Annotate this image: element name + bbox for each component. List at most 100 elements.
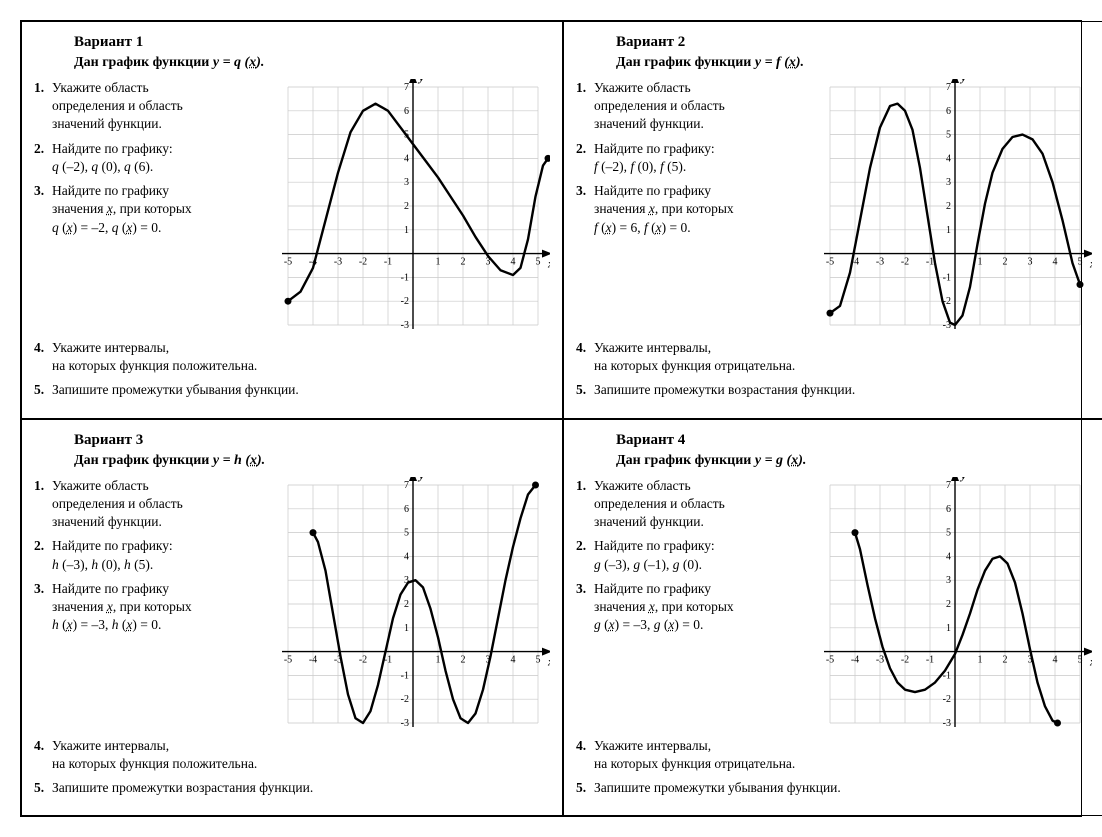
svg-text:-3: -3 [401,718,409,729]
question-number: 4. [576,339,594,375]
svg-text:5: 5 [404,527,409,538]
question-number: 1. [34,477,52,532]
chart-svg: -5-4-3-2-112345-3-2-11234567xy [812,79,1092,339]
question-number: 2. [576,140,594,176]
svg-text:4: 4 [1053,257,1058,268]
svg-text:-5: -5 [284,257,292,268]
svg-text:3: 3 [404,177,409,188]
svg-text:6: 6 [946,106,951,117]
question-text: Укажите областьопределения и областьзнач… [52,477,264,532]
question-text: Укажите областьопределения и областьзнач… [594,79,806,134]
svg-text:-3: -3 [401,320,409,331]
svg-text:-5: -5 [284,654,292,665]
chart-svg: -5-4-3-2-112345-3-2-11234567xy [812,477,1092,737]
question-row: 1.Укажите областьопределения и областьзн… [34,79,264,134]
question-number: 3. [576,580,594,635]
svg-text:x: x [547,654,550,668]
svg-text:-1: -1 [401,670,409,681]
svg-text:1: 1 [978,654,983,665]
svg-text:1: 1 [978,257,983,268]
question-number: 2. [34,537,52,573]
question-row: 5.Запишите промежутки возрастания функци… [34,779,550,797]
question-text: Найдите по графикузначения x, при которы… [594,580,806,635]
question-number: 3. [576,182,594,237]
svg-text:2: 2 [946,599,951,610]
question-number: 4. [34,339,52,375]
svg-text:7: 7 [404,82,409,93]
svg-text:2: 2 [404,599,409,610]
question-text: Найдите по графику:f (–2), f (0), f (5). [594,140,806,176]
svg-text:4: 4 [511,654,516,665]
variant-title: Вариант 3 [74,432,550,449]
svg-text:4: 4 [1053,654,1058,665]
svg-text:4: 4 [946,153,951,164]
svg-text:-2: -2 [901,654,909,665]
question-number: 1. [34,79,52,134]
question-number: 1. [576,79,594,134]
variant-subtitle: Дан график функции y = g (x). [616,453,1092,469]
variant-subtitle: Дан график функции y = q (x). [74,55,550,71]
svg-text:-2: -2 [359,257,367,268]
svg-text:5: 5 [536,257,541,268]
questions-below: 4.Укажите интервалы,на которых функция о… [576,339,1092,400]
svg-text:-2: -2 [401,694,409,705]
svg-text:4: 4 [946,551,951,562]
svg-text:1: 1 [436,654,441,665]
svg-text:1: 1 [946,225,951,236]
svg-text:-1: -1 [926,257,934,268]
questions-below: 4.Укажите интервалы,на которых функция о… [576,737,1092,798]
question-column: 1.Укажите областьопределения и областьзн… [576,79,812,339]
svg-text:3: 3 [946,575,951,586]
question-number: 4. [34,737,52,773]
svg-text:1: 1 [946,622,951,633]
question-number: 3. [34,580,52,635]
chart-column: -5-4-3-2-112345-3-2-11234567xy [270,79,550,339]
question-text: Укажите областьопределения и областьзнач… [594,477,806,532]
question-row: 1.Укажите областьопределения и областьзн… [576,79,806,134]
question-number: 2. [576,537,594,573]
chart-column: -5-4-3-2-112345-3-2-11234567xy [270,477,550,737]
svg-text:-4: -4 [851,654,859,665]
question-text: Найдите по графику:g (–3), g (–1), g (0)… [594,537,806,573]
question-text: Запишите промежутки убывания функции. [594,779,1092,797]
questions-below: 4.Укажите интервалы,на которых функция п… [34,339,550,400]
svg-text:6: 6 [946,503,951,514]
question-row: 2.Найдите по графику:g (–3), g (–1), g (… [576,537,806,573]
variant-cell-1: Вариант 1 Дан график функции y = q (x). 1.… [21,21,563,419]
variant-title: Вариант 1 [74,34,550,51]
svg-text:x: x [1089,654,1092,668]
variant-subtitle: Дан график функции y = h (x). [74,453,550,469]
svg-text:-5: -5 [826,654,834,665]
svg-text:2: 2 [1003,257,1008,268]
svg-text:4: 4 [404,551,409,562]
svg-text:x: x [547,257,550,271]
svg-text:-1: -1 [384,257,392,268]
question-row: 2.Найдите по графику:h (–3), h (0), h (5… [34,537,264,573]
question-text: Укажите интервалы,на которых функция отр… [594,737,1092,773]
chart-svg: -5-4-3-2-112345-3-2-11234567xy [270,477,550,737]
question-number: 2. [34,140,52,176]
question-number: 5. [34,779,52,797]
svg-text:2: 2 [1003,654,1008,665]
svg-text:1: 1 [404,622,409,633]
question-text: Найдите по графику:h (–3), h (0), h (5). [52,537,264,573]
svg-text:5: 5 [946,130,951,141]
variant-cell-4: Вариант 4Дан график функции y = g (x).1.… [563,419,1102,817]
question-number: 4. [576,737,594,773]
svg-text:2: 2 [461,257,466,268]
question-text: Укажите интервалы,на которых функция пол… [52,339,550,375]
question-row: 1.Укажите областьопределения и областьзн… [34,477,264,532]
question-row: 2.Найдите по графику:q (–2), q (0), q (6… [34,140,264,176]
question-row: 4.Укажите интервалы,на которых функция о… [576,737,1092,773]
svg-text:2: 2 [946,201,951,212]
svg-text:7: 7 [404,480,409,491]
svg-text:-1: -1 [926,654,934,665]
svg-text:-2: -2 [901,257,909,268]
question-number: 3. [34,182,52,237]
question-column: 1.Укажите областьопределения и областьзн… [34,79,270,339]
svg-text:4: 4 [404,153,409,164]
question-text: Укажите интервалы,на которых функция отр… [594,339,1092,375]
svg-text:1: 1 [436,257,441,268]
svg-text:-2: -2 [943,694,951,705]
svg-text:-1: -1 [401,272,409,283]
